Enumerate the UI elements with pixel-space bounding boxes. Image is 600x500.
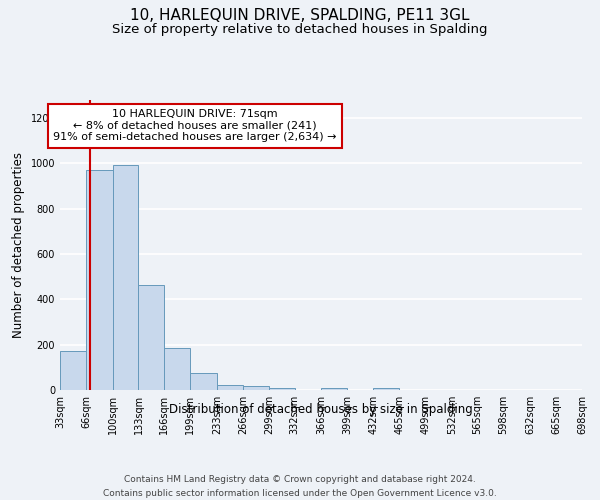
Bar <box>164 348 190 390</box>
Text: Size of property relative to detached houses in Spalding: Size of property relative to detached ho… <box>112 22 488 36</box>
Bar <box>190 373 217 390</box>
Bar <box>113 164 139 390</box>
Text: 10 HARLEQUIN DRIVE: 71sqm
← 8% of detached houses are smaller (241)
91% of semi-: 10 HARLEQUIN DRIVE: 71sqm ← 8% of detach… <box>53 109 337 142</box>
Text: 10, HARLEQUIN DRIVE, SPALDING, PE11 3GL: 10, HARLEQUIN DRIVE, SPALDING, PE11 3GL <box>130 8 470 22</box>
Bar <box>322 388 347 390</box>
Bar <box>60 352 86 390</box>
Bar <box>269 388 295 390</box>
Bar <box>243 386 269 390</box>
Bar <box>373 388 399 390</box>
Bar <box>217 385 243 390</box>
Bar <box>139 284 164 390</box>
Y-axis label: Number of detached properties: Number of detached properties <box>12 152 25 338</box>
Text: Distribution of detached houses by size in Spalding: Distribution of detached houses by size … <box>169 402 473 415</box>
Bar <box>86 170 113 390</box>
Text: Contains HM Land Registry data © Crown copyright and database right 2024.
Contai: Contains HM Land Registry data © Crown c… <box>103 476 497 498</box>
